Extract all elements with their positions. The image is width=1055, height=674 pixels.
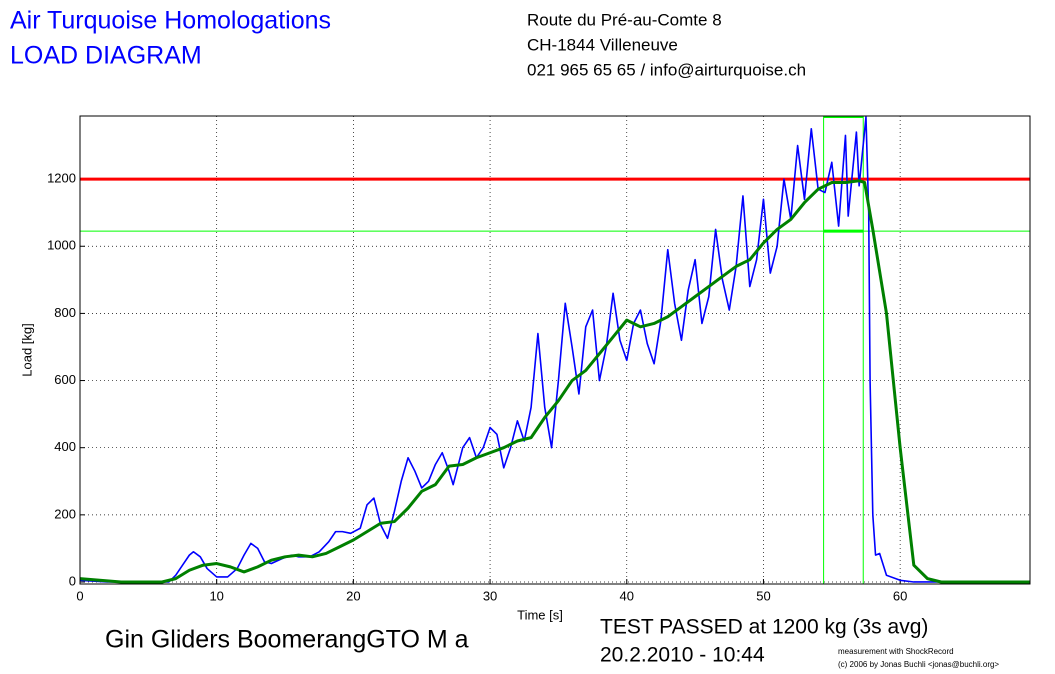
y-tick-label: 200: [54, 506, 76, 521]
y-tick-label: 0: [69, 573, 76, 588]
product-name: Gin Gliders BoomerangGTO M a: [105, 626, 469, 654]
y-tick-label: 800: [54, 305, 76, 320]
y-tick-label: 400: [54, 439, 76, 454]
x-tick-label: 10: [209, 588, 223, 603]
plot-area: [80, 116, 1030, 584]
y-tick-label: 1000: [47, 238, 76, 253]
x-tick-label: 20: [346, 588, 360, 603]
x-tick-label: 30: [483, 588, 497, 603]
address-line: 021 965 65 65 / info@airturquoise.ch: [527, 60, 806, 79]
y-tick-label: 600: [54, 372, 76, 387]
y-axis-label: Load [kg]: [19, 323, 34, 377]
chart-title: Air Turquoise Homologations: [10, 7, 331, 35]
x-tick-label: 60: [893, 588, 907, 603]
y-tick-label: 1200: [47, 171, 76, 186]
x-axis-label: Time [s]: [517, 607, 563, 622]
test-result: TEST PASSED at 1200 kg (3s avg): [600, 616, 928, 639]
x-tick-label: 0: [76, 588, 83, 603]
x-tick-label: 40: [620, 588, 634, 603]
data-line: [79, 116, 1030, 583]
address-line: CH-1844 Villeneuve: [527, 35, 678, 54]
x-tick-label: 50: [756, 588, 770, 603]
chart-subtitle: LOAD DIAGRAM: [10, 42, 202, 70]
credits: measurement with ShockRecord: [838, 647, 954, 656]
credits: (c) 2006 by Jonas Buchli <jonas@buchli.o…: [838, 660, 999, 669]
plot-frame: [79, 115, 1031, 585]
data-line: [79, 179, 1030, 584]
test-date: 20.2.2010 - 10:44: [600, 644, 765, 667]
address-line: Route du Pré-au-Comte 8: [527, 10, 722, 29]
